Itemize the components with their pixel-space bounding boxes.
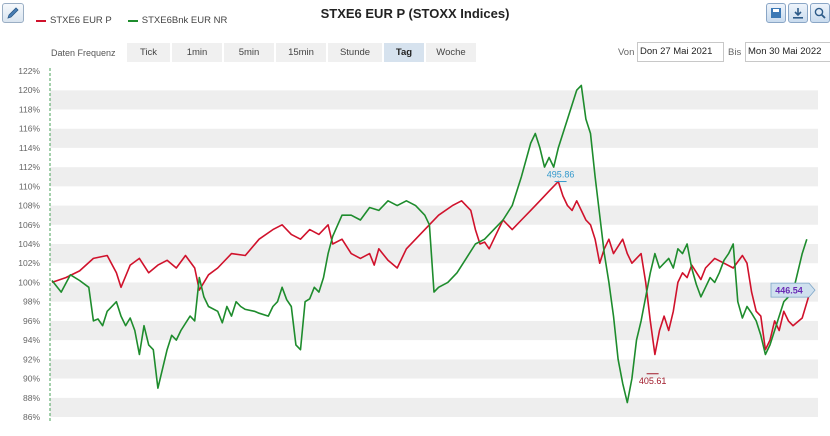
y-tick-label: 98% (23, 297, 40, 307)
grid-band (50, 263, 818, 283)
y-tick-label: 118% (19, 104, 41, 114)
to-date-input[interactable]: Mon 30 Mai 2022 (745, 42, 830, 62)
tab-5min[interactable]: 5min (224, 43, 274, 62)
y-tick-label: 120% (18, 85, 40, 95)
tab-1min[interactable]: 1min (172, 43, 222, 62)
y-tick-label: 86% (23, 412, 40, 422)
grid-band (50, 90, 818, 110)
edit-button[interactable] (2, 3, 24, 23)
save-image-button[interactable] (766, 3, 786, 23)
grid-band (50, 186, 818, 206)
chart-title: STXE6 EUR P (STOXX Indices) (320, 6, 510, 21)
grid-band (50, 378, 818, 398)
grid-band (50, 359, 818, 379)
last-value-label: 446.54 (775, 286, 803, 296)
tab-stunde[interactable]: Stunde (328, 43, 382, 62)
y-tick-label: 102% (18, 258, 40, 268)
grid-band (50, 320, 818, 341)
y-tick-label: 104% (18, 239, 40, 249)
legend-swatch (127, 19, 138, 22)
download-icon (793, 8, 803, 19)
y-tick-label: 122% (18, 66, 40, 76)
pencil-icon (7, 7, 19, 19)
legend-label: STXE6 EUR P (50, 15, 112, 26)
y-tick-label: 116% (19, 124, 41, 134)
y-tick-label: 100% (18, 277, 40, 287)
grid-bands (50, 71, 818, 417)
grid-band (50, 128, 818, 148)
annotation-label: 405.61 (639, 376, 667, 386)
grid-band (50, 244, 818, 264)
y-tick-label: 94% (23, 335, 40, 345)
annotation-label: 495.86 (547, 170, 575, 180)
grid-band (50, 147, 818, 168)
y-tick-label: 112% (19, 162, 41, 172)
series-line (51, 84, 808, 404)
y-tick-label: 92% (23, 354, 40, 364)
zoom-icon (814, 7, 826, 19)
chart-legend: STXE6 EUR P STXE6Bnk EUR NR (36, 15, 227, 26)
download-button[interactable] (788, 3, 808, 23)
from-label: Von (618, 47, 635, 58)
frequency-tabs: Tick 1min 5min 15min Stunde Tag Woche (127, 43, 476, 62)
tab-tick[interactable]: Tick (127, 43, 170, 62)
legend-item-stxe6bnk[interactable]: STXE6Bnk EUR NR (127, 15, 228, 26)
legend-label: STXE6Bnk EUR NR (141, 15, 228, 26)
grid-band (50, 109, 818, 129)
to-label: Bis (728, 47, 742, 58)
chart-annotations: 495.86 405.61 446.54 (547, 170, 816, 386)
from-date-input[interactable]: Don 27 Mai 2021 (637, 42, 724, 62)
y-tick-label: 96% (23, 316, 40, 326)
y-tick-label: 110% (19, 181, 41, 191)
tab-15min[interactable]: 15min (276, 43, 326, 62)
save-image-icon (771, 8, 781, 18)
y-tick-label: 90% (23, 374, 40, 384)
series-lines (51, 84, 813, 404)
y-tick-label: 108% (18, 201, 40, 211)
grid-band (50, 301, 818, 321)
legend-swatch (36, 19, 46, 22)
tab-tag[interactable]: Tag (384, 43, 424, 62)
grid-band (50, 167, 818, 187)
tab-woche[interactable]: Woche (426, 43, 476, 62)
zoom-button[interactable] (810, 3, 830, 23)
y-tick-label: 88% (23, 393, 40, 403)
frequency-label: Daten Frequenz (51, 48, 116, 58)
grid-band (50, 71, 818, 91)
last-value-flag (770, 282, 816, 298)
grid-band (50, 340, 818, 360)
series-line (51, 180, 813, 356)
grid-band (50, 397, 818, 417)
grid-band (50, 224, 818, 244)
legend-item-stxe6[interactable]: STXE6 EUR P (36, 15, 112, 26)
y-tick-label: 106% (18, 220, 40, 230)
grid-band (50, 205, 818, 225)
y-tick-label: 114% (19, 143, 41, 153)
y-axis-ticks: 122% 120% 118% 116% 114% 112% 110% 108% 106% 104%… (18, 66, 40, 422)
